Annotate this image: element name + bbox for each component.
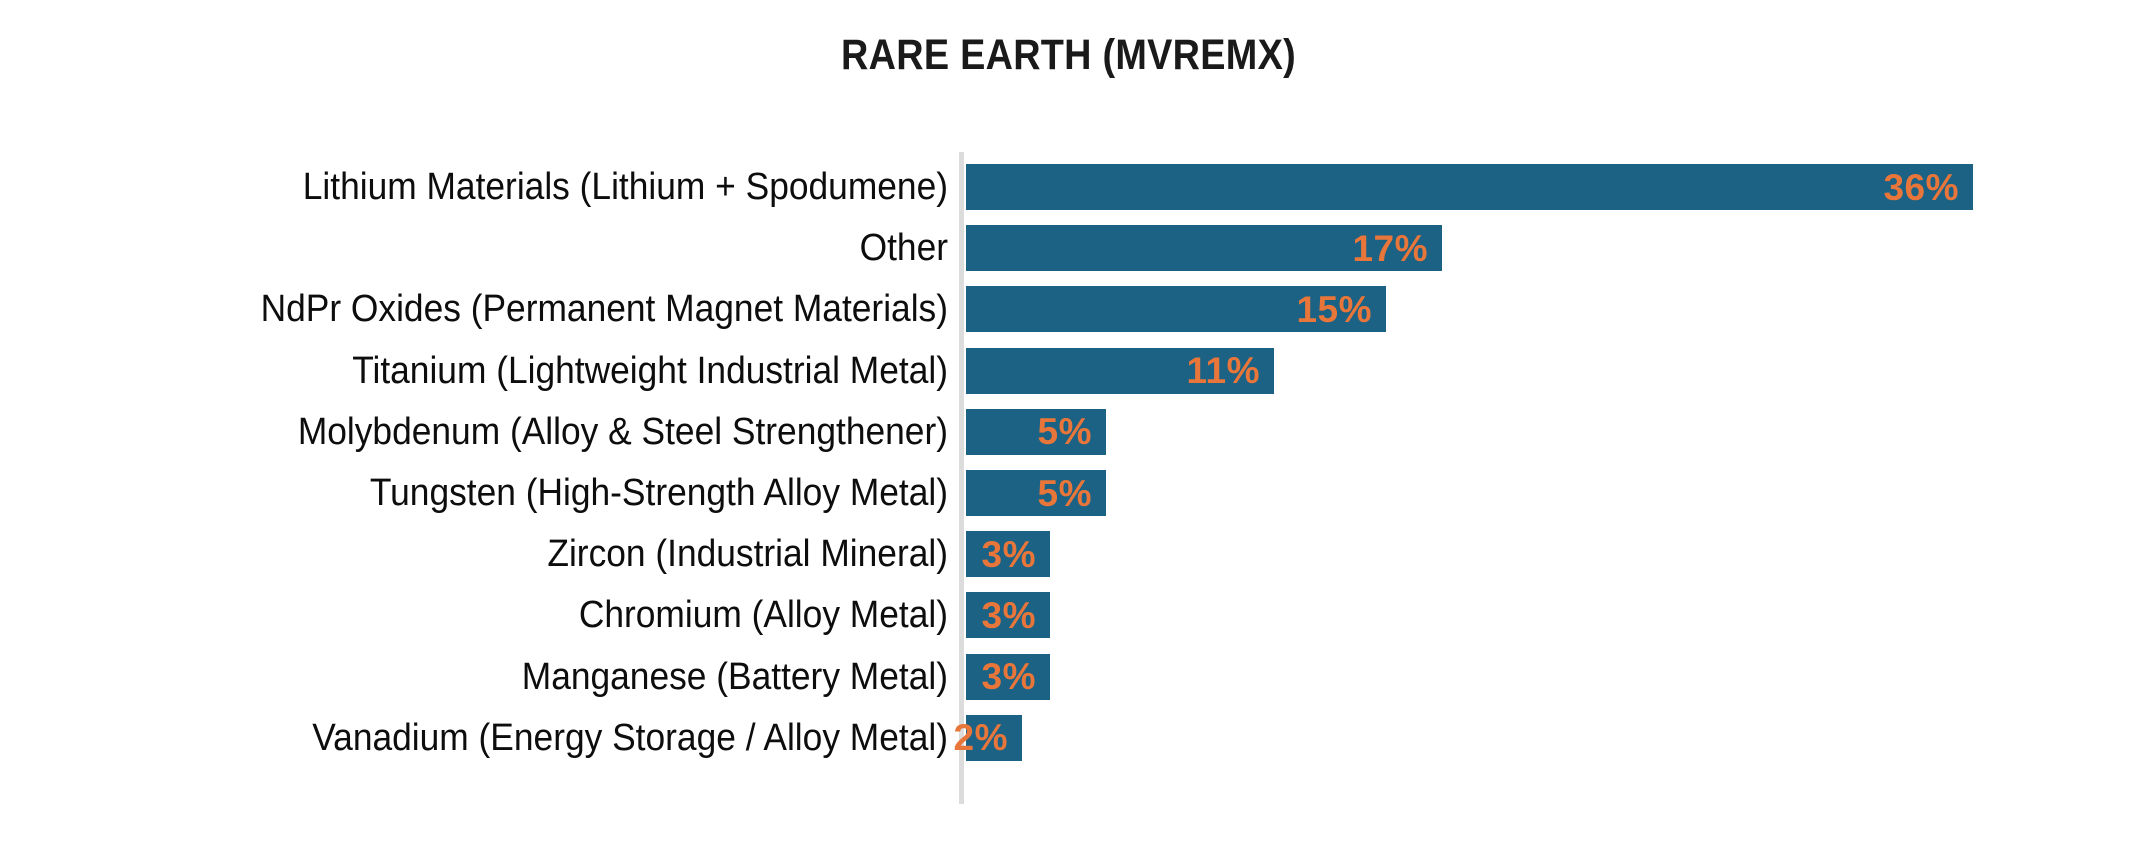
page-title: RARE EARTH (MVREMX) — [841, 31, 1296, 79]
bar-row: Other 17% — [0, 225, 2137, 272]
bar-value-label: 2% — [953, 717, 1008, 759]
bar-rect[interactable] — [966, 225, 1442, 272]
bar-category-label: Molybdenum (Alloy & Steel Strengthener) — [297, 410, 948, 453]
bar-track: 3% — [966, 531, 1050, 578]
bar-track: 15% — [966, 286, 1386, 333]
bar-category-label: Zircon (Industrial Mineral) — [547, 533, 948, 576]
bar-value-label: 17% — [1352, 227, 1428, 269]
bar-row: Chromium (Alloy Metal) 3% — [0, 592, 2137, 639]
bar-track: 3% — [966, 653, 1050, 700]
bar-value-label: 3% — [981, 594, 1036, 636]
bar-row: Molybdenum (Alloy & Steel Strengthener) 5… — [0, 408, 2137, 455]
bar-value-label: 5% — [1037, 472, 1092, 514]
bar-rect[interactable] — [966, 714, 1022, 761]
bar-track: 11% — [966, 347, 1274, 394]
bar-value-label: 3% — [981, 533, 1036, 575]
bar-category-label: Other — [859, 227, 948, 270]
bar-row: Tungsten (High-Strength Alloy Metal) 5% — [0, 470, 2137, 516]
bar-category-label: NdPr Oxides (Permanent Magnet Materials) — [260, 288, 948, 331]
bar-rect[interactable] — [966, 347, 1274, 394]
bar-rect[interactable] — [966, 592, 1050, 639]
bar-value-label: 36% — [1883, 166, 1959, 208]
bar-row: NdPr Oxides (Permanent Magnet Materials)… — [0, 286, 2137, 333]
bar-value-label: 11% — [1186, 350, 1260, 392]
bar-category-label: Lithium Materials (Lithium + Spodumene) — [302, 166, 948, 208]
bar-category-label: Tungsten (High-Strength Alloy Metal) — [369, 472, 948, 514]
bar-track: 5% — [966, 408, 1106, 455]
bar-row: Vanadium (Energy Storage / Alloy Metal) 2… — [0, 714, 2137, 761]
bar-track: 3% — [966, 592, 1050, 639]
y-axis-line — [959, 152, 964, 804]
bar-rect[interactable] — [966, 653, 1050, 700]
bar-rect[interactable] — [966, 164, 1973, 210]
bar-row: Lithium Materials (Lithium + Spodumene) 3… — [0, 164, 2137, 210]
bar-track: 36% — [966, 164, 1973, 210]
bar-row: Titanium (Lightweight Industrial Metal) 1… — [0, 347, 2137, 394]
bar-rect[interactable] — [966, 470, 1106, 516]
bar-track: 5% — [966, 470, 1106, 516]
bar-value-label: 3% — [981, 656, 1036, 698]
bar-value-label: 5% — [1037, 411, 1092, 453]
bar-category-label: Titanium (Lightweight Industrial Metal) — [352, 349, 948, 392]
bar-rect[interactable] — [966, 286, 1386, 333]
bar-value-label: 15% — [1296, 288, 1372, 330]
bar-rect[interactable] — [966, 531, 1050, 578]
bar-rect[interactable] — [966, 408, 1106, 455]
bar-row: Zircon (Industrial Mineral) 3% — [0, 531, 2137, 578]
bar-track: 17% — [966, 225, 1442, 272]
bar-category-label: Chromium (Alloy Metal) — [578, 594, 948, 637]
bar-category-label: Manganese (Battery Metal) — [521, 655, 948, 698]
bar-row: Manganese (Battery Metal) 3% — [0, 653, 2137, 700]
bar-track: 2% — [954, 714, 1022, 761]
bar-category-label: Vanadium (Energy Storage / Alloy Metal) — [312, 716, 948, 759]
